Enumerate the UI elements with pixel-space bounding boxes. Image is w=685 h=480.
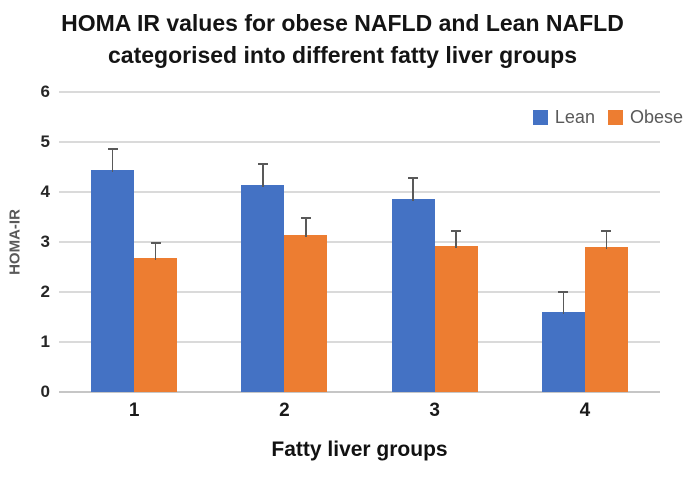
obese-series-swatch-icon: [607, 110, 623, 125]
legend-label-lean: Lean: [554, 107, 595, 127]
error-bar-cap: [451, 229, 462, 232]
error-bar-cap: [601, 229, 612, 232]
chart-title-line-1: HOMA IR values for obese NAFLD and Lean …: [61, 10, 624, 36]
legend-item-lean: Lean: [532, 107, 595, 128]
x-tick-label: 1: [128, 400, 140, 421]
gridline: [59, 241, 660, 243]
y-tick-label: 0: [40, 382, 50, 401]
lean-bar-group-4: [541, 311, 585, 392]
x-tick-label: 4: [579, 400, 591, 421]
lean-series-swatch-icon: [532, 110, 548, 125]
error-bar-stem: [305, 218, 307, 237]
gridline: [59, 291, 660, 293]
y-tick-label: 5: [40, 132, 50, 151]
x-axis-line: [59, 391, 660, 393]
error-bar-cap: [257, 162, 268, 165]
error-bar-cap: [150, 241, 161, 244]
x-axis-title: Fatty liver groups: [271, 438, 448, 461]
error-bar-stem: [111, 148, 114, 172]
obese-bar-group-1: [134, 258, 178, 392]
error-bar-cap: [558, 290, 569, 293]
chart-title: HOMA IR values for obese NAFLD and Lean …: [0, 7, 685, 71]
obese-bar-group-4: [584, 246, 628, 392]
gridline: [59, 191, 660, 193]
lean-bar-group-3: [391, 198, 435, 392]
chart-title-line-2: categorised into different fatty liver g…: [107, 42, 578, 68]
y-tick-label: 6: [40, 82, 50, 101]
error-bar-stem: [262, 163, 264, 187]
error-bar-cap: [300, 217, 311, 219]
error-bar-cap: [107, 147, 118, 150]
obese-bar-group-3: [434, 246, 478, 392]
x-tick-label: 3: [429, 400, 440, 421]
legend: Lean Obese: [532, 107, 683, 128]
gridline: [59, 141, 660, 143]
plot-area: [59, 91, 660, 393]
error-bar-stem: [605, 230, 608, 249]
legend-label-obese: Obese: [629, 107, 683, 127]
x-tick-label: 2: [279, 400, 290, 421]
y-tick-label: 3: [40, 232, 50, 251]
error-bar-stem: [412, 178, 414, 201]
lean-bar-group-1: [91, 169, 135, 392]
y-tick-label: 2: [40, 282, 50, 301]
error-bar-stem: [455, 230, 457, 248]
gridline: [59, 341, 660, 343]
lean-bar-group-2: [241, 184, 285, 392]
error-bar-stem: [562, 291, 565, 314]
y-tick-label: 1: [40, 332, 50, 351]
gridline: [59, 91, 660, 93]
obese-bar-group-2: [284, 234, 328, 392]
legend-item-obese: Obese: [607, 107, 683, 128]
error-bar-cap: [408, 177, 419, 179]
y-tick-label: 4: [40, 182, 50, 201]
error-bar-stem: [154, 242, 157, 260]
